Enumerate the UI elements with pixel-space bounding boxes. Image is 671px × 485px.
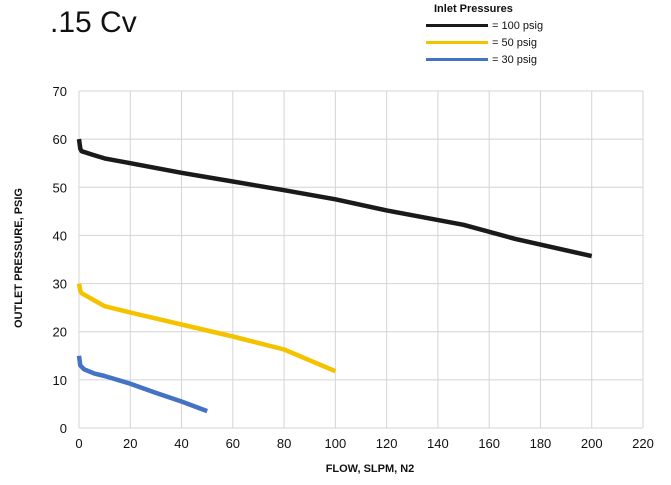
series-line-1 xyxy=(76,283,337,374)
x-tick-label-200: 200 xyxy=(581,436,603,451)
y-tick-label-40: 40 xyxy=(53,228,67,243)
y-tick-label-50: 50 xyxy=(53,180,67,195)
legend-title: Inlet Pressures xyxy=(434,3,513,15)
legend-swatch-100psig xyxy=(426,24,488,27)
x-tick-labels: 0 20 40 60 80 100 120 140 160 180 200 220 xyxy=(75,436,653,451)
legend-label-30psig: = 30 psig xyxy=(492,53,537,66)
legend: Inlet Pressures = 100 psig = 50 psig = 3… xyxy=(426,3,566,68)
x-tick-label-80: 80 xyxy=(277,436,291,451)
x-tick-label-60: 60 xyxy=(226,436,240,451)
x-tick-label-120: 120 xyxy=(376,436,398,451)
y-tick-label-0: 0 xyxy=(60,421,67,436)
x-tick-label-40: 40 xyxy=(174,436,188,451)
x-tick-label-20: 20 xyxy=(123,436,137,451)
legend-item-30psig: = 30 psig xyxy=(426,51,566,68)
legend-item-50psig: = 50 psig xyxy=(426,34,566,51)
x-tick-label-140: 140 xyxy=(427,436,449,451)
legend-label-100psig: = 100 psig xyxy=(492,19,544,32)
x-tick-label-180: 180 xyxy=(530,436,552,451)
x-tick-label-0: 0 xyxy=(75,436,82,451)
legend-item-100psig: = 100 psig xyxy=(426,17,566,34)
y-tick-label-10: 10 xyxy=(53,373,67,388)
series-lines xyxy=(76,138,593,414)
y-tick-label-30: 30 xyxy=(53,277,67,292)
y-tick-label-70: 70 xyxy=(53,84,67,99)
grid xyxy=(78,90,644,429)
chart-title: .15 Cv xyxy=(50,6,137,39)
legend-swatch-50psig xyxy=(426,41,488,44)
x-axis-label: FLOW, SLPM, N2 xyxy=(326,463,415,475)
series-line-0 xyxy=(76,138,593,259)
x-tick-label-100: 100 xyxy=(325,436,347,451)
y-tick-labels: 0 10 20 30 40 50 60 70 xyxy=(53,84,67,436)
legend-label-50psig: = 50 psig xyxy=(492,36,537,49)
legend-swatch-30psig xyxy=(426,58,488,61)
y-tick-label-20: 20 xyxy=(53,325,67,340)
series-line-2 xyxy=(76,355,208,414)
x-tick-label-160: 160 xyxy=(478,436,500,451)
y-axis-label: OUTLET PRESSURE, PSIG xyxy=(13,188,25,328)
x-tick-label-220: 220 xyxy=(632,436,654,451)
y-tick-label-60: 60 xyxy=(53,132,67,147)
